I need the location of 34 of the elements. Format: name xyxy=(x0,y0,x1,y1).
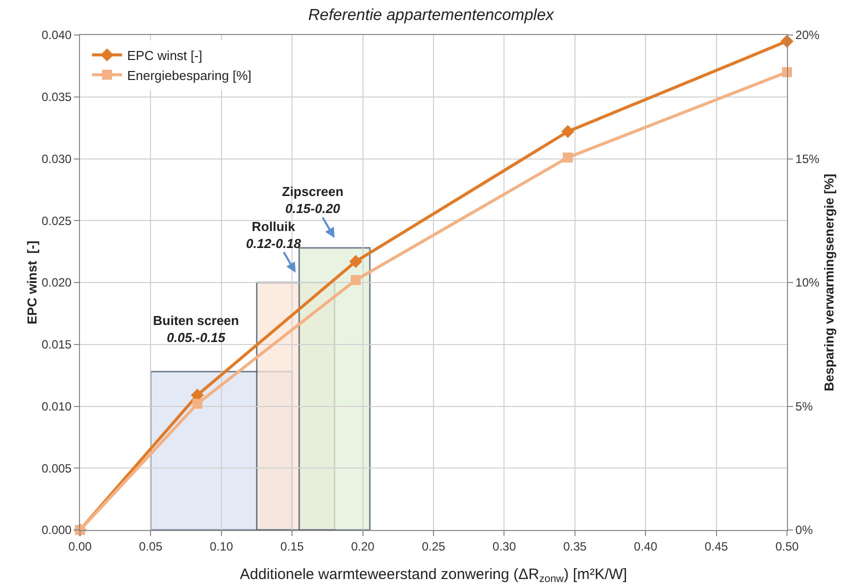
x-tick-label: 0.00 xyxy=(68,539,92,554)
y2-tick-label: 20% xyxy=(795,28,820,42)
y-tick-label: 0.015 xyxy=(42,338,72,352)
x-tick-label: 0.10 xyxy=(210,539,234,554)
y2-tick-label: 5% xyxy=(795,399,814,414)
y2-axis-title: Besparing verwarmingsenergie [%] xyxy=(822,174,837,392)
x-tick-label: 0.15 xyxy=(280,539,304,554)
band-label: Buiten screen 0.05.-0.15 xyxy=(153,313,240,345)
band-label: Zipscreen 0.15-0.20 xyxy=(282,184,344,216)
y-tick-label: 0.005 xyxy=(42,461,72,476)
x-tick-label: 0.40 xyxy=(634,539,658,554)
band-label: Rolluik 0.12-0.18 xyxy=(246,219,302,251)
y-tick-label: 0.000 xyxy=(42,523,72,538)
legend-label: EPC winst [-] xyxy=(127,48,202,63)
y-tick-label: 0.030 xyxy=(42,152,72,166)
x-tick-label: 0.35 xyxy=(563,539,587,554)
x-axis-title: Additionele warmteweerstand zonwering (ΔR$_{zonw}$) [m²K/W] xyxy=(240,566,628,585)
x-tick-label: 0.20 xyxy=(351,539,375,554)
y-tick-label: 0.020 xyxy=(42,276,72,290)
y-tick-label: 0.035 xyxy=(42,90,72,104)
x-tick-label: 0.05 xyxy=(139,539,163,554)
y2-tick-label: 0% xyxy=(795,523,814,538)
legend-label: Energiebesparing [%] xyxy=(127,68,252,83)
x-tick-label: 0.25 xyxy=(422,539,446,554)
y-tick-label: 0.025 xyxy=(42,214,72,228)
y-axis-title: EPC winst [-] xyxy=(24,240,40,324)
y2-tick-label: 15% xyxy=(795,152,820,166)
y2-tick-label: 10% xyxy=(795,276,820,290)
y-tick-label: 0.010 xyxy=(42,399,72,414)
x-tick-label: 0.45 xyxy=(704,539,728,554)
x-tick-label: 0.30 xyxy=(492,539,516,554)
y-tick-label: 0.040 xyxy=(42,28,72,42)
chart-title: Referentie appartementencomplex xyxy=(308,6,555,24)
x-tick-label: 0.50 xyxy=(775,539,799,554)
